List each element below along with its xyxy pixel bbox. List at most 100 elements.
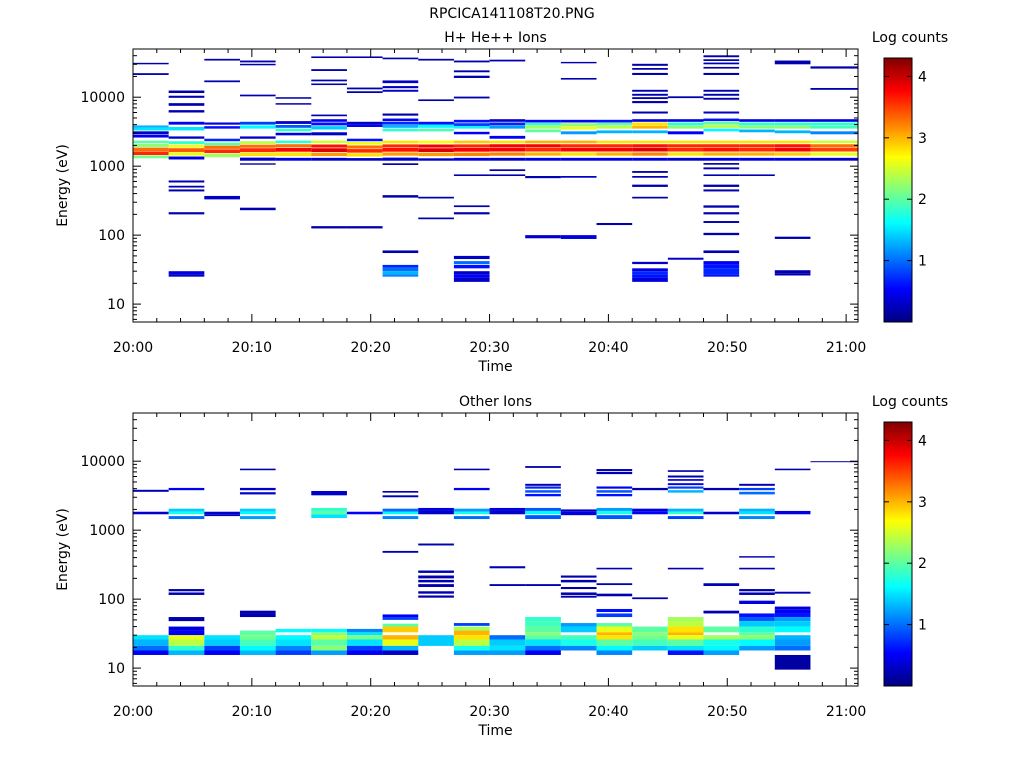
heatmap-cell [560,623,597,627]
heatmap-cell [453,271,490,275]
heatmap-cell [525,626,561,633]
heatmap-cell [382,274,419,277]
heatmap-cell [560,176,597,178]
heatmap-cell [774,626,811,633]
heatmap-cell [133,62,169,65]
heatmap-cell [453,277,490,282]
heatmap-cell [632,125,668,129]
heatmap-cell [810,144,858,148]
heatmap-cell [774,639,811,646]
heatmap-cell [489,584,526,586]
heatmap-cell [774,591,811,594]
heatmap-cell [204,650,240,655]
heatmap-cell [418,639,454,646]
heatmap-cell [382,508,419,512]
heatmap-cell [667,144,704,148]
heatmap-cell [703,62,740,65]
heatmap-cell [632,147,668,152]
heatmap-cell [596,623,633,627]
heatmap-cell [346,141,383,145]
colorbar-tick-label: 4 [918,69,927,85]
heatmap-cell [560,595,597,598]
heatmap-cell [133,134,169,138]
heatmap-cell [168,487,205,491]
heatmap-cell [382,57,419,60]
heatmap-cell [239,508,276,512]
heatmap-cell [596,222,633,226]
x-tick-label: 20:50 [707,704,747,720]
heatmap-cell [133,639,169,646]
heatmap-cell [703,250,740,254]
heatmap-cell [133,147,169,152]
heatmap-cell [703,128,740,132]
heatmap-cell [489,507,526,511]
plot-frame [132,412,859,687]
heatmap-cell [418,196,454,199]
heatmap-cell [774,510,811,515]
heatmap-cell [739,645,775,651]
heatmap-cell [382,113,419,116]
heatmap-cell [346,153,383,157]
heatmap-cell [632,268,668,272]
heatmap-cell [168,650,205,655]
heatmap-cell [632,508,668,512]
heatmap-cell [382,550,419,553]
heatmap-cell [133,143,169,147]
heatmap-cell [168,126,205,131]
heatmap-cell [667,626,704,633]
heatmap-cell [632,487,668,491]
x-tick-label: 20:20 [351,340,391,356]
heatmap-cell [739,639,775,646]
heatmap-cell [168,212,205,215]
heatmap-cell [382,495,419,498]
heatmap-cell [667,632,704,636]
heatmap-cell [382,157,419,161]
heatmap-cell [739,122,775,126]
heatmap-cell [703,184,740,187]
heatmap-cell [311,83,347,86]
heatmap-cell [810,461,858,463]
heatmap-cell [382,511,419,515]
heatmap-cell [168,189,205,192]
heatmap-cell [596,122,633,126]
heatmap-cell [275,121,312,124]
heatmap-cell [168,103,205,106]
heatmap-cell [453,261,490,265]
heatmap-cell [239,511,276,515]
heatmap-cell [133,73,169,75]
heatmap-cell [560,157,597,161]
heatmap-cell [596,608,633,613]
heatmap-cell [275,97,312,99]
heatmap-cell [489,125,526,129]
heatmap-cell [133,127,169,131]
heatmap-cell [739,600,775,604]
heatmap-cell [239,144,276,148]
heatmap-cell [667,96,704,99]
heatmap-cell [168,617,205,622]
heatmap-cell [632,101,668,104]
heatmap-cell [489,157,526,161]
heatmap-cell [382,626,419,633]
heatmap-cell [703,268,740,275]
heatmap-cell [810,119,858,122]
heatmap-cell [703,167,740,170]
heatmap-cell [560,140,597,144]
heatmap-cell [275,639,312,646]
heatmap-cell [596,144,633,148]
heatmap-cell [418,140,454,144]
heatmap-cell [810,157,858,161]
heatmap-cell [168,180,205,183]
heatmap-cell [774,606,811,610]
heatmap-cell [346,138,383,142]
heatmap-cell [525,507,561,511]
page-title: RPCICA141108T20.PNG [429,6,595,22]
heatmap-cell [418,595,454,598]
heatmap-cell [453,650,490,655]
heatmap-cell [489,140,526,144]
heatmap-cell [204,511,240,515]
heatmap-cell [525,639,561,646]
heatmap-cell [382,140,419,144]
heatmap-cell [667,470,704,472]
heatmap-cell [311,510,347,515]
heatmap-cell [133,125,169,128]
